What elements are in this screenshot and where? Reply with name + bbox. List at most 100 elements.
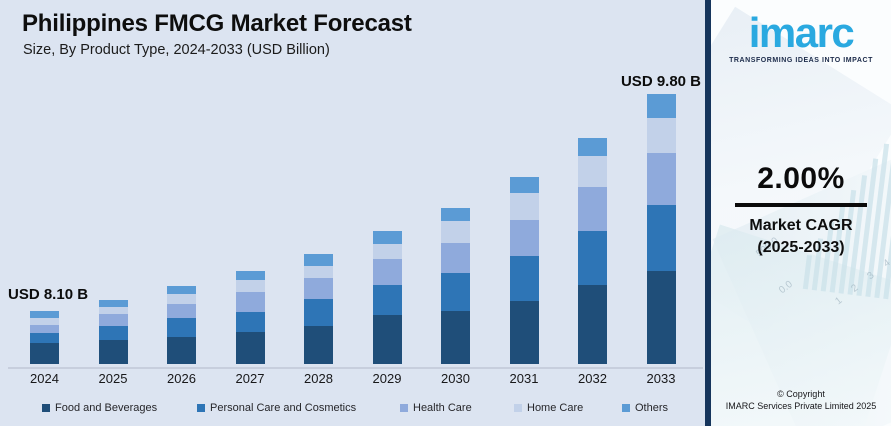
segment-home-care-2029	[372, 244, 402, 259]
bar-2031	[509, 177, 539, 364]
bar-2026	[167, 286, 196, 364]
chart-subtitle: Size, By Product Type, 2024-2033 (USD Bi…	[23, 42, 330, 58]
x-axis-label-2029: 2029	[372, 371, 402, 386]
segment-food-and-beverages-2032	[578, 285, 607, 364]
segment-food-and-beverages-2025	[98, 340, 128, 364]
imarc-logo-tagline: TRANSFORMING IDEAS INTO IMPACT	[729, 57, 873, 64]
legend-label: Personal Care and Cosmetics	[210, 402, 357, 414]
legend-item-personal-care-and-cosmetics: Personal Care and Cosmetics	[197, 402, 356, 414]
segment-health-care-2026	[167, 304, 196, 318]
decorative-axis-numeral: 1 2 3 4	[833, 253, 891, 308]
x-axis-label-2026: 2026	[167, 371, 196, 386]
legend-item-others: Others	[622, 402, 668, 414]
segment-others-2029	[372, 231, 402, 244]
x-axis-label-2032: 2032	[578, 371, 607, 386]
legend-label: Health Care	[413, 402, 472, 414]
cagr-block: 2.00% Market CAGR (2025-2033)	[711, 162, 891, 258]
bar-value-label-2024: USD 8.10 B	[8, 286, 89, 303]
bar-2033	[646, 94, 676, 364]
segment-health-care-2025	[98, 314, 128, 326]
chart-legend: Food and Beverages Personal Care and Cosm…	[0, 402, 705, 422]
chart-title: Philippines FMCG Market Forecast	[22, 10, 412, 37]
segment-home-care-2027	[235, 280, 265, 292]
segment-health-care-2030	[441, 243, 470, 273]
segment-health-care-2033	[646, 153, 676, 205]
segment-home-care-2028	[304, 266, 333, 278]
copyright-notice: © Copyright IMARC Services Private Limit…	[711, 388, 891, 413]
cagr-divider-rule	[735, 203, 867, 207]
segment-food-and-beverages-2027	[235, 332, 265, 364]
x-axis-label-2024: 2024	[30, 371, 59, 386]
segment-personal-care-and-cosmetics-2026	[167, 318, 196, 337]
segment-home-care-2030	[441, 221, 470, 243]
x-axis-label-2030: 2030	[441, 371, 470, 386]
brand-panel: 500.0 0.0 1 2 3 4 imarc TRANSFORMING IDEAS…	[711, 0, 891, 426]
segment-others-2025	[98, 300, 128, 307]
segment-home-care-2026	[167, 294, 196, 304]
panel-divider	[705, 0, 711, 426]
segment-others-2028	[304, 254, 333, 266]
imarc-logo: imarc TRANSFORMING IDEAS INTO IMPACT	[711, 9, 891, 65]
segment-home-care-2032	[578, 156, 607, 187]
bar-2028	[304, 254, 333, 364]
legend-swatch-icon	[197, 404, 205, 412]
segment-personal-care-and-cosmetics-2029	[372, 285, 402, 315]
bar-2032	[578, 138, 607, 364]
legend-swatch-icon	[400, 404, 408, 412]
cagr-label: Market CAGR	[749, 217, 853, 234]
segment-personal-care-and-cosmetics-2032	[578, 231, 607, 285]
x-axis-label-2025: 2025	[98, 371, 128, 386]
segment-home-care-2031	[509, 193, 539, 220]
cagr-period: (2025-2033)	[757, 238, 845, 256]
chart-panel: Philippines FMCG Market Forecast Size, B…	[0, 10, 705, 422]
bar-2027	[235, 271, 265, 364]
legend-swatch-icon	[514, 404, 522, 412]
segment-health-care-2029	[372, 259, 402, 285]
segment-food-and-beverages-2026	[167, 337, 196, 364]
copyright-line2: IMARC Services Private Limited 2025	[725, 401, 877, 412]
segment-personal-care-and-cosmetics-2027	[235, 312, 265, 332]
segment-home-care-2033	[646, 118, 676, 153]
segment-food-and-beverages-2031	[509, 301, 539, 364]
segment-personal-care-and-cosmetics-2028	[304, 299, 333, 326]
bar-2025	[98, 300, 128, 364]
legend-label: Others	[635, 402, 669, 414]
segment-others-2027	[235, 271, 265, 280]
bar-value-label-2033: USD 9.80 B	[620, 73, 702, 90]
segment-health-care-2027	[235, 292, 265, 312]
legend-label: Food and Beverages	[55, 402, 158, 414]
segment-others-2024	[30, 311, 59, 318]
legend-label: Home Care	[527, 402, 584, 414]
segment-personal-care-and-cosmetics-2024	[30, 333, 59, 343]
legend-swatch-icon	[622, 404, 630, 412]
segment-health-care-2028	[304, 278, 333, 299]
bar-2030	[441, 208, 470, 364]
segment-food-and-beverages-2028	[304, 326, 333, 364]
segment-health-care-2031	[509, 220, 539, 256]
x-axis-label-2033: 2033	[646, 371, 676, 386]
plot-area: 2024 2025 2026 2027 2028 2029 2030 2031 2032 2033…	[8, 73, 703, 386]
segment-health-care-2032	[578, 187, 607, 231]
segment-personal-care-and-cosmetics-2031	[509, 256, 539, 301]
segment-personal-care-and-cosmetics-2030	[441, 273, 470, 311]
segment-food-and-beverages-2033	[646, 271, 676, 364]
segment-home-care-2025	[98, 307, 128, 314]
segment-others-2033	[646, 94, 676, 118]
legend-item-home-care: Home Care	[514, 402, 583, 414]
segment-personal-care-and-cosmetics-2033	[646, 205, 676, 271]
legend-item-health-care: Health Care	[400, 402, 472, 414]
segment-food-and-beverages-2029	[372, 315, 402, 364]
legend-swatch-icon	[42, 404, 50, 412]
segment-others-2032	[578, 138, 607, 156]
segment-food-and-beverages-2024	[30, 343, 59, 364]
segment-others-2030	[441, 208, 470, 221]
segment-home-care-2024	[30, 318, 59, 325]
bar-2029	[372, 231, 402, 364]
imarc-logo-text: imarc	[748, 9, 855, 56]
x-axis-label-2028: 2028	[304, 371, 333, 386]
x-axis-line	[8, 367, 703, 369]
decorative-axis-numeral: 0.0	[777, 278, 795, 297]
segment-others-2031	[509, 177, 539, 193]
segment-food-and-beverages-2030	[441, 311, 470, 364]
